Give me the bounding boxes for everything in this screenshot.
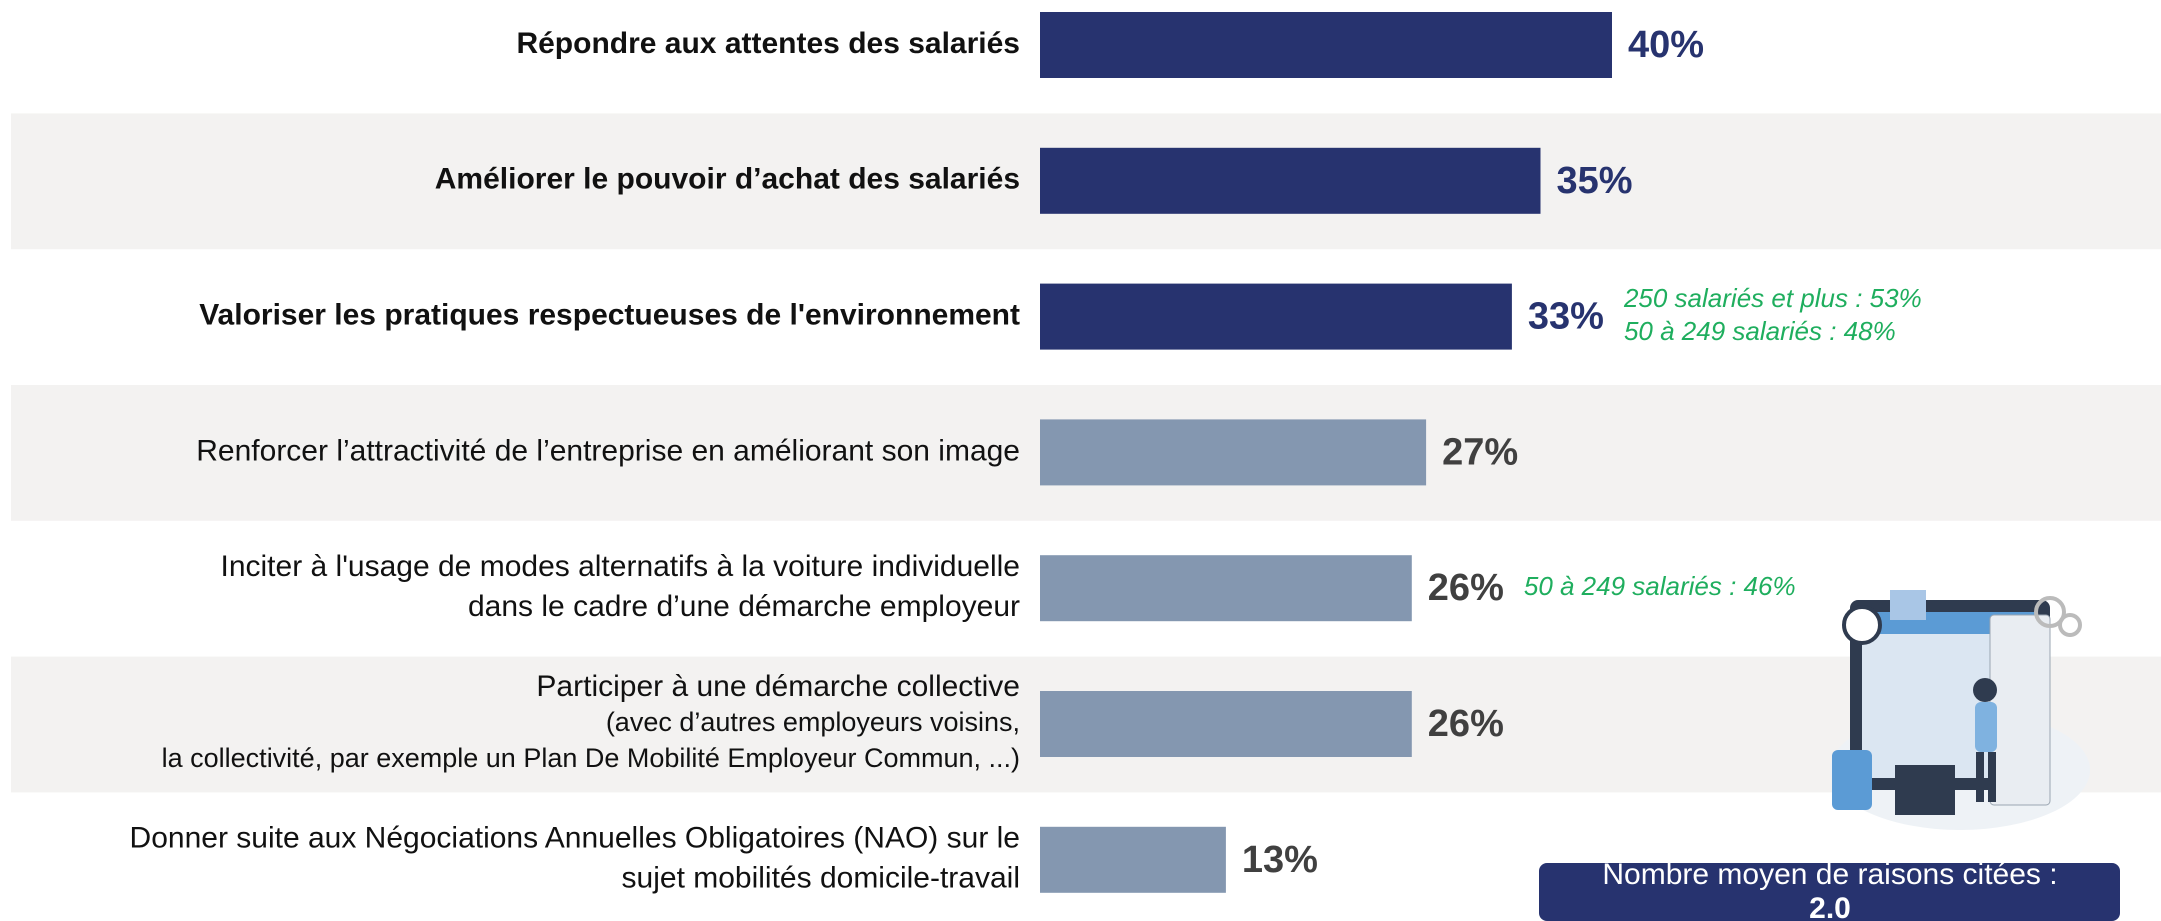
summary-label: Nombre moyen de raisons citées : (1602, 858, 2057, 891)
category-label: dans le cadre d’une démarche employeur (468, 590, 1020, 623)
category-label: Améliorer le pouvoir d’achat des salarié… (435, 163, 1020, 196)
value-label: 13% (1242, 839, 1318, 881)
bar (1040, 419, 1427, 486)
value-label: 26% (1428, 703, 1504, 745)
category-label: (avec d’autres employeurs voisins, (606, 707, 1020, 737)
annotation: 50 à 249 salariés : 46% (1524, 571, 1796, 601)
illustration (1830, 590, 2090, 830)
bar (1040, 283, 1512, 350)
bar (1040, 12, 1612, 78)
bar (1040, 826, 1226, 893)
value-label: 33% (1528, 296, 1604, 338)
category-label: Inciter à l'usage de modes alternatifs à… (220, 550, 1020, 583)
summary-value: 2.0 (1809, 892, 1851, 921)
annotation: 250 salariés et plus : 53% (1623, 283, 1922, 313)
value-label: 40% (1628, 24, 1704, 66)
category-label: Participer à une démarche collective (536, 670, 1020, 703)
bar (1040, 555, 1412, 622)
annotation: 50 à 249 salariés : 48% (1624, 316, 1896, 346)
category-label: Donner suite aux Négociations Annuelles … (130, 822, 1020, 855)
category-label: Renforcer l’attractivité de l’entreprise… (196, 434, 1020, 467)
summary-box (1539, 863, 2120, 921)
bar (1040, 691, 1412, 757)
category-label: Répondre aux attentes des salariés (516, 27, 1020, 60)
category-label: Valoriser les pratiques respectueuses de… (199, 299, 1020, 332)
value-label: 35% (1557, 160, 1633, 202)
bar (1040, 147, 1541, 214)
value-label: 26% (1428, 567, 1504, 609)
category-label: sujet mobilités domicile-travail (622, 862, 1020, 895)
category-label: la collectivité, par exemple un Plan De … (162, 743, 1020, 773)
value-label: 27% (1442, 431, 1518, 473)
